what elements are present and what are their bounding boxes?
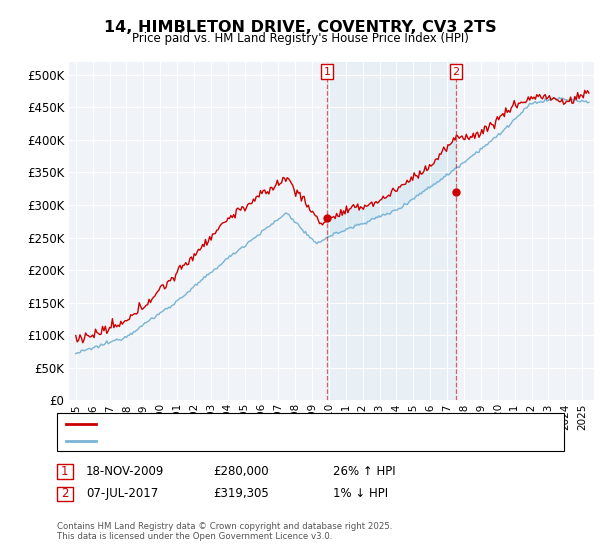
Text: 2: 2 (61, 487, 68, 501)
Text: 14, HIMBLETON DRIVE, COVENTRY, CV3 2TS: 14, HIMBLETON DRIVE, COVENTRY, CV3 2TS (104, 20, 496, 35)
Text: 18-NOV-2009: 18-NOV-2009 (86, 465, 164, 478)
Text: 2: 2 (452, 67, 460, 77)
Text: 1% ↓ HPI: 1% ↓ HPI (333, 487, 388, 501)
Text: Price paid vs. HM Land Registry's House Price Index (HPI): Price paid vs. HM Land Registry's House … (131, 32, 469, 45)
Text: 26% ↑ HPI: 26% ↑ HPI (333, 465, 395, 478)
Text: Contains HM Land Registry data © Crown copyright and database right 2025.
This d: Contains HM Land Registry data © Crown c… (57, 522, 392, 542)
Text: £319,305: £319,305 (213, 487, 269, 501)
Text: 1: 1 (61, 465, 68, 478)
Bar (327, 62, 456, 400)
Text: £280,000: £280,000 (213, 465, 269, 478)
Text: 14, HIMBLETON DRIVE, COVENTRY, CV3 2TS (detached house): 14, HIMBLETON DRIVE, COVENTRY, CV3 2TS (… (102, 419, 449, 429)
Text: 1: 1 (323, 67, 331, 77)
Text: HPI: Average price, detached house, Coventry: HPI: Average price, detached house, Cove… (102, 436, 359, 446)
Text: 07-JUL-2017: 07-JUL-2017 (86, 487, 158, 501)
